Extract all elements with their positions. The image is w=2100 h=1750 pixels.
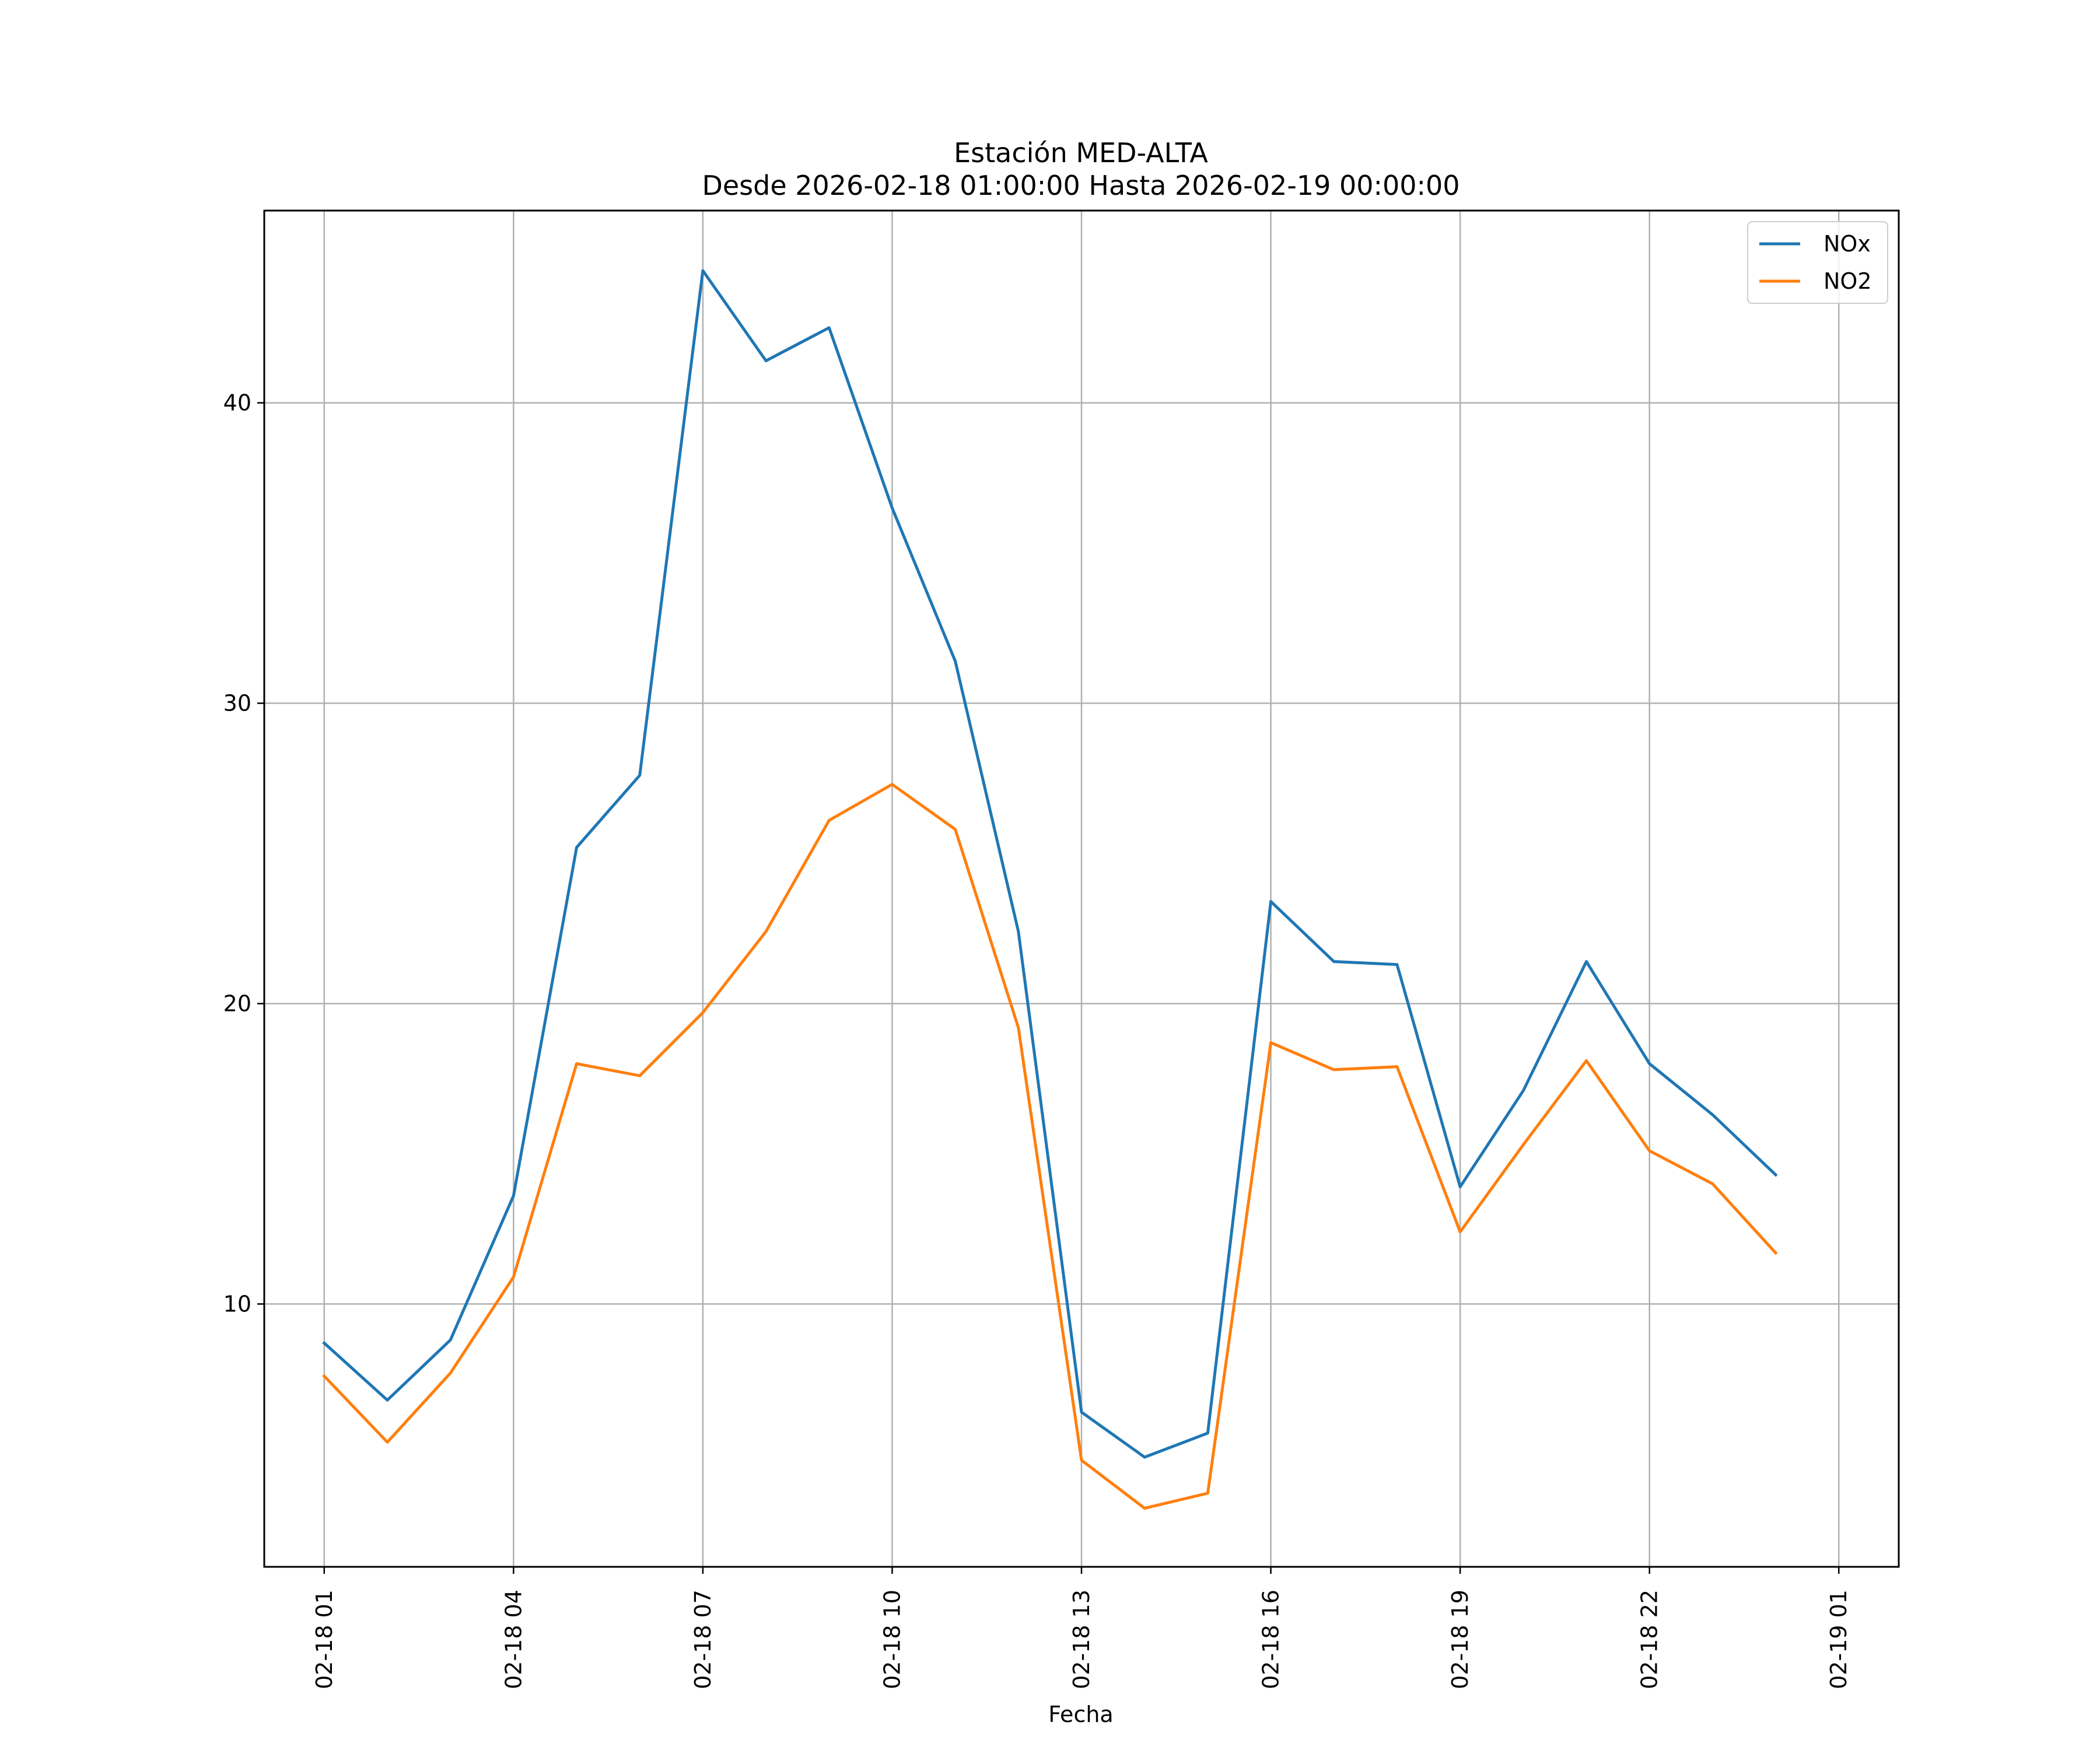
y-tick-label: 10 — [223, 1291, 251, 1317]
x-tick-label: 02-19 01 — [1826, 1590, 1852, 1689]
x-tick-label: 02-18 19 — [1447, 1590, 1473, 1689]
y-tick-label: 20 — [223, 991, 251, 1016]
grid — [264, 211, 1899, 1567]
legend: NOx NO2 — [1747, 221, 1888, 304]
x-tick-label: 02-18 16 — [1258, 1590, 1284, 1689]
series-line-no2 — [322, 783, 1778, 1510]
series-line-nox — [322, 269, 1778, 1459]
legend-label-no2: NO2 — [1824, 268, 1872, 294]
chart-subtitle: Desde 2026-02-18 01:00:00 Hasta 2026-02-… — [702, 170, 1460, 201]
legend-label-nox: NOx — [1824, 231, 1871, 257]
chart-title: Estación MED-ALTA — [954, 137, 1208, 169]
x-tick-label: 02-18 07 — [690, 1590, 716, 1689]
y-axis-ticks: 10 20 30 40 — [223, 390, 264, 1317]
x-axis-ticks: 02-18 01 02-18 04 02-18 07 02-18 10 02-18 13… — [312, 1567, 1852, 1689]
series-lines — [322, 269, 1778, 1510]
y-tick-label: 30 — [223, 691, 251, 716]
y-tick-label: 40 — [223, 390, 251, 416]
x-tick-label: 02-18 13 — [1069, 1590, 1094, 1689]
x-axis-label: Fecha — [1048, 1702, 1113, 1727]
x-tick-label: 02-18 22 — [1637, 1590, 1662, 1689]
x-tick-label: 02-18 10 — [879, 1590, 905, 1689]
legend-box — [1747, 221, 1888, 304]
x-tick-label: 02-18 01 — [312, 1590, 337, 1689]
x-tick-label: 02-18 04 — [501, 1590, 526, 1689]
